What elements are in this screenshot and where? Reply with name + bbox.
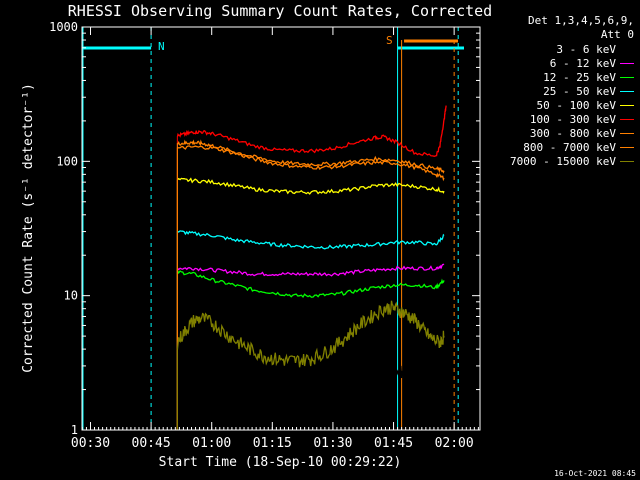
legend: Det 1,3,4,5,6,9, Att 0 3 - 6 keV 6 - 12 k… xyxy=(484,14,634,168)
legend-entry: 12 - 25 keV xyxy=(484,70,634,84)
y-tick-label: 1000 xyxy=(49,20,78,34)
legend-label: 800 - 7000 keV xyxy=(523,140,616,154)
legend-swatch xyxy=(620,146,634,148)
y-tick-label: 1 xyxy=(71,423,78,437)
legend-label: 6 - 12 keV xyxy=(549,56,616,70)
series-line xyxy=(176,300,445,368)
x-tick-label: 01:45 xyxy=(374,436,413,451)
legend-swatch xyxy=(620,118,634,120)
legend-label: 25 - 50 keV xyxy=(543,84,616,98)
legend-entry: 100 - 300 keV xyxy=(484,112,634,126)
series-line xyxy=(176,177,445,195)
legend-label: 100 - 300 keV xyxy=(529,112,616,126)
series-line xyxy=(176,270,445,298)
legend-swatch xyxy=(620,62,634,64)
series-line xyxy=(176,105,447,157)
series-line xyxy=(177,145,445,182)
x-axis-label: Start Time (18-Sep-10 00:29:22) xyxy=(159,455,402,470)
detector-line-2: Att 0 xyxy=(600,28,634,41)
detector-line-1: Det 1,3,4,5,6,9, xyxy=(528,14,634,27)
y-axis-label: Corrected Count Rate (s⁻¹ detector⁻¹) xyxy=(21,83,36,373)
legend-rows: 3 - 6 keV 6 - 12 keV 12 - 25 keV 25 - 50 ke… xyxy=(484,42,634,168)
legend-entry: 50 - 100 keV xyxy=(484,98,634,112)
legend-entry: 6 - 12 keV xyxy=(484,56,634,70)
legend-entry: 7000 - 15000 keV xyxy=(484,154,634,168)
markers-layer xyxy=(82,27,464,430)
x-tick-label: 01:30 xyxy=(313,436,352,451)
legend-swatch xyxy=(620,48,634,50)
series-line xyxy=(177,139,445,174)
legend-swatch xyxy=(620,90,634,92)
legend-entry: 300 - 800 keV xyxy=(484,126,634,140)
legend-swatch xyxy=(620,132,634,134)
legend-entry: 3 - 6 keV xyxy=(484,42,634,56)
legend-swatch xyxy=(620,104,634,106)
legend-entry: 800 - 7000 keV xyxy=(484,140,634,154)
series-line xyxy=(177,230,445,250)
legend-label: 7000 - 15000 keV xyxy=(510,154,616,168)
legend-swatch xyxy=(620,76,634,78)
series-layer xyxy=(176,105,447,433)
legend-label: 50 - 100 keV xyxy=(536,98,616,112)
y-tick-label: 10 xyxy=(64,289,78,303)
night-marker-label: N xyxy=(158,40,165,53)
series-line xyxy=(176,263,445,277)
axes-layer: 1 10 100 1000 00:30 00:45 01:00 01:15 01:30 01:45… xyxy=(49,20,480,451)
x-tick-label: 02:00 xyxy=(435,436,474,451)
x-tick-label: 01:00 xyxy=(192,436,231,451)
saa-marker-label: S xyxy=(386,34,393,47)
series-line xyxy=(176,359,445,433)
legend-label: 3 - 6 keV xyxy=(556,42,616,56)
legend-entry: 25 - 50 keV xyxy=(484,84,634,98)
y-tick-label: 100 xyxy=(56,154,78,168)
chart-title: RHESSI Observing Summary Count Rates, Co… xyxy=(68,2,492,20)
x-tick-label: 00:45 xyxy=(132,436,171,451)
x-tick-label: 01:15 xyxy=(253,436,292,451)
legend-label: 12 - 25 keV xyxy=(543,70,616,84)
x-tick-label: 00:30 xyxy=(71,436,110,451)
footer-date: 16-Oct-2021 08:45 xyxy=(554,469,636,478)
legend-label: 300 - 800 keV xyxy=(529,126,616,140)
plot-frame xyxy=(81,26,481,431)
legend-swatch xyxy=(620,160,634,162)
